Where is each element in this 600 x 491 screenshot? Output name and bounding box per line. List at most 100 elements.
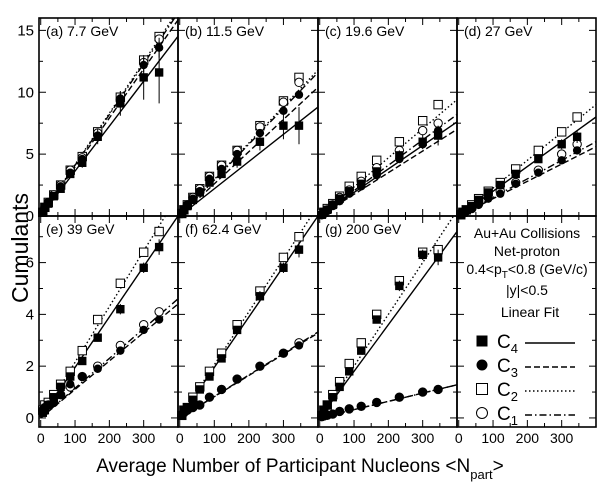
y-tick-label: 5 [26, 146, 34, 163]
info-line-3-b: <0.8 (GeV/c) [508, 261, 588, 277]
point-c4 [572, 132, 582, 141]
legend-entry-c3: C3 [476, 356, 575, 380]
point-c4 [255, 292, 265, 301]
point-c3 [557, 156, 566, 165]
info-line-3: 0.4<pT<0.8 (GeV/c) [466, 261, 587, 281]
point-c2 [394, 137, 405, 147]
y-tick-label: 10 [17, 84, 34, 101]
x-tick-label: 0 [316, 430, 324, 446]
legend-label-main: C [497, 332, 511, 353]
legend-entry-c4: C4 [476, 332, 575, 356]
point-c4 [484, 188, 493, 197]
point-c4 [56, 184, 65, 193]
point-c1 [278, 97, 289, 107]
point-c4 [294, 245, 304, 254]
point-c3 [418, 387, 427, 397]
point-c2 [294, 232, 304, 242]
x-tick-label: 200 [516, 430, 540, 446]
x-tick-label: 300 [411, 430, 435, 446]
point-c4 [279, 263, 288, 272]
point-c4 [49, 192, 58, 201]
point-c3 [232, 374, 242, 384]
point-c4 [44, 199, 53, 208]
point-c3 [217, 385, 226, 394]
point-c1 [154, 307, 164, 317]
point-c2 [92, 314, 103, 325]
point-c4 [418, 137, 427, 146]
point-c4 [467, 201, 476, 211]
point-c4 [433, 131, 443, 140]
legend-label-sub: 2 [511, 389, 518, 404]
panel-1: (b) 11.5 GeV [177, 23, 319, 219]
point-c4 [40, 405, 50, 415]
point-c4 [232, 325, 242, 335]
x-tick-label: 100 [481, 430, 505, 446]
legend-label: C2 [497, 380, 518, 404]
point-c3 [328, 409, 337, 419]
point-c3 [116, 346, 125, 355]
info-line-4: |y|<0.5 [506, 282, 548, 298]
legend-entry-c1: C1 [476, 404, 575, 428]
point-c4 [372, 315, 381, 324]
y-tick-label: 6 [26, 255, 34, 272]
x-tick-label: 0 [176, 430, 184, 446]
point-c3 [66, 380, 75, 389]
point-c4 [188, 395, 198, 405]
marks-layer: (a) 7.7 GeV (b) 11.5 GeV (c) 19.6 GeV (d) 2… [38, 17, 597, 422]
point-c2 [433, 99, 443, 110]
legend-label-sub: 3 [511, 365, 518, 380]
panel-5: (f) 62.4 GeV [177, 215, 319, 421]
point-c4 [372, 167, 381, 176]
point-c4 [294, 121, 304, 130]
point-c3 [232, 149, 242, 159]
x-tick-label: 200 [237, 430, 261, 446]
point-c4 [496, 180, 505, 190]
point-c4 [395, 281, 404, 291]
point-c3 [279, 349, 288, 358]
point-c4 [93, 333, 102, 342]
point-c4 [116, 99, 125, 108]
point-c4 [557, 140, 566, 149]
point-c3 [496, 189, 505, 198]
point-c4 [139, 263, 148, 272]
panel-0: (a) 7.7 GeV [38, 17, 179, 217]
point-c2 [417, 116, 428, 126]
info-line-3-a: 0.4<p [466, 261, 502, 277]
point-c4 [38, 208, 47, 217]
panel-label: (f) 62.4 GeV [185, 221, 262, 237]
fit-line-c2 [179, 69, 319, 217]
x-tick-label: 100 [63, 430, 87, 446]
point-c4 [66, 372, 75, 381]
point-c4 [474, 195, 483, 205]
point-c4 [357, 179, 366, 189]
legend-header: Linear Fit [501, 304, 559, 320]
panel-label: (a) 7.7 GeV [46, 23, 119, 39]
x-tick-label: 300 [132, 430, 156, 446]
point-c4 [183, 403, 192, 412]
point-c3 [372, 398, 381, 407]
point-c4 [188, 195, 198, 205]
point-c4 [395, 151, 404, 160]
point-c4 [217, 354, 226, 363]
point-c3 [294, 90, 304, 99]
point-c4 [418, 250, 427, 260]
legend-label: C1 [497, 404, 518, 428]
fit-line-c3 [179, 86, 319, 217]
point-c2 [138, 247, 149, 257]
panel-frame [456, 215, 597, 428]
point-c4 [357, 346, 366, 355]
point-c1 [294, 77, 304, 88]
y-tick-label: 0 [26, 410, 34, 427]
point-c1 [417, 125, 428, 136]
info-line-2: Net-proton [494, 243, 560, 259]
panel-label: (b) 11.5 GeV [185, 23, 265, 39]
point-c4 [78, 158, 87, 167]
fit-line-c3 [458, 146, 597, 217]
info-block: Au+Au Collisions Net-proton 0.4<pT<0.8 (… [466, 225, 587, 320]
point-c2 [278, 252, 289, 263]
panel-4: (e) 39 GeV [38, 215, 179, 419]
point-c4 [154, 68, 164, 77]
point-c3 [433, 385, 443, 394]
